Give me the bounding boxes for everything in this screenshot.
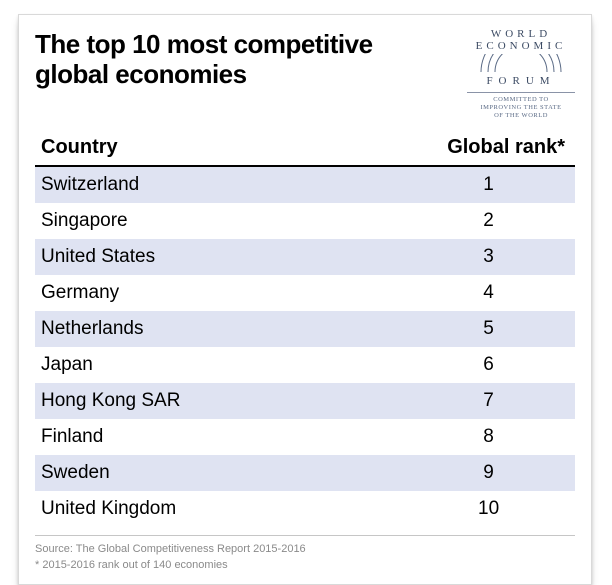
title-line-1: The top 10 most competitive: [35, 29, 373, 59]
col-header-rank: Global rank*: [402, 130, 575, 166]
wef-tagline-1: COMMITTED TO: [467, 96, 575, 104]
cell-rank: 7: [402, 383, 575, 419]
wef-logo-divider: [467, 92, 575, 93]
cell-rank: 2: [402, 203, 575, 239]
table-row: United States3: [35, 239, 575, 275]
cell-rank: 5: [402, 311, 575, 347]
col-header-country: Country: [35, 130, 402, 166]
cell-rank: 4: [402, 275, 575, 311]
infographic-card: The top 10 most competitive global econo…: [18, 14, 592, 585]
cell-country: Germany: [35, 275, 402, 311]
table-row: Hong Kong SAR7: [35, 383, 575, 419]
wef-tagline-3: OF THE WORLD: [467, 112, 575, 120]
cell-country: Singapore: [35, 203, 402, 239]
table-row: Germany4: [35, 275, 575, 311]
table-row: United Kingdom10: [35, 491, 575, 527]
footnotes: Source: The Global Competitiveness Repor…: [35, 535, 575, 574]
card-inner: The top 10 most competitive global econo…: [19, 15, 591, 584]
table-row: Netherlands5: [35, 311, 575, 347]
cell-rank: 1: [402, 166, 575, 203]
wef-logo-word1: WORLD: [467, 29, 575, 41]
cell-rank: 3: [402, 239, 575, 275]
table-header-row: Country Global rank*: [35, 130, 575, 166]
cell-country: Japan: [35, 347, 402, 383]
cell-rank: 8: [402, 419, 575, 455]
rankings-table: Country Global rank* Switzerland1Singapo…: [35, 130, 575, 527]
footnote-asterisk: * 2015-2016 rank out of 140 economies: [35, 558, 575, 574]
cell-rank: 10: [402, 491, 575, 527]
cell-country: United States: [35, 239, 402, 275]
cell-country: Switzerland: [35, 166, 402, 203]
page-title: The top 10 most competitive global econo…: [35, 29, 373, 89]
table-body: Switzerland1Singapore2United States3Germ…: [35, 166, 575, 527]
table-row: Switzerland1: [35, 166, 575, 203]
wef-arcs-icon: [476, 54, 566, 74]
stage: The top 10 most competitive global econo…: [0, 0, 612, 550]
wef-tagline-2: IMPROVING THE STATE: [467, 104, 575, 112]
cell-country: Netherlands: [35, 311, 402, 347]
cell-country: Sweden: [35, 455, 402, 491]
cell-rank: 9: [402, 455, 575, 491]
wef-logo: WORLD ECONOMIC FORUM COMMITTED TO IMPROV…: [467, 29, 575, 120]
cell-country: United Kingdom: [35, 491, 402, 527]
wef-logo-word2: ECONOMIC: [467, 41, 575, 53]
table-row: Finland8: [35, 419, 575, 455]
cell-country: Finland: [35, 419, 402, 455]
wef-logo-word3: FORUM: [467, 76, 575, 88]
title-line-2: global economies: [35, 59, 373, 89]
table-row: Japan6: [35, 347, 575, 383]
cell-rank: 6: [402, 347, 575, 383]
table-row: Singapore2: [35, 203, 575, 239]
header: The top 10 most competitive global econo…: [35, 29, 575, 120]
table-row: Sweden9: [35, 455, 575, 491]
cell-country: Hong Kong SAR: [35, 383, 402, 419]
